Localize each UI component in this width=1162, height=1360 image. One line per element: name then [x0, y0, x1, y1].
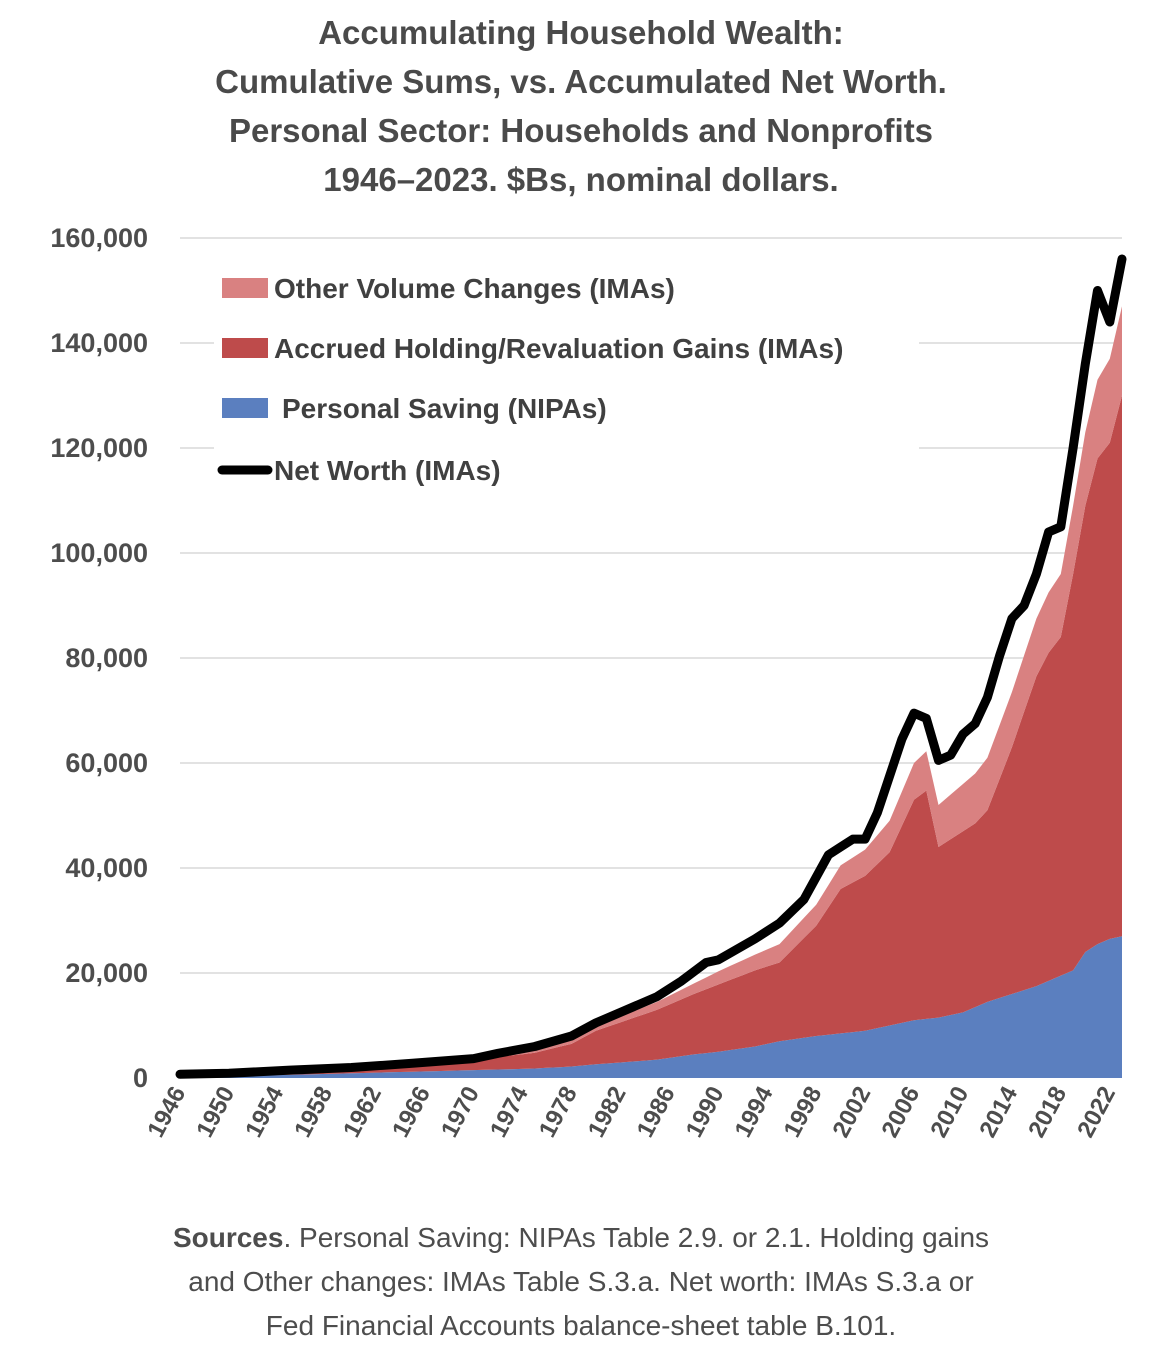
y-tick-label: 160,000	[50, 223, 148, 253]
y-tick-label: 80,000	[65, 643, 148, 673]
personal-saving-area	[180, 936, 1122, 1078]
x-tick-label: 2010	[925, 1082, 974, 1142]
x-tick-label: 2014	[974, 1082, 1023, 1142]
sources-label: Sources	[172, 1222, 284, 1253]
chart-title: Accumulating Household Wealth: Cumulativ…	[0, 8, 1162, 204]
y-axis: 160,000 140,000 120,000 100,000 80,000 60,000…	[50, 223, 148, 1093]
stacked-areas	[180, 306, 1122, 1078]
title-line-2: Cumulative Sums, vs. Accumulated Net Wor…	[215, 63, 947, 100]
title-line-3: Personal Sector: Households and Nonprofi…	[228, 112, 934, 149]
x-tick-label: 2022	[1072, 1082, 1121, 1142]
x-tick-label: 1982	[583, 1082, 632, 1142]
net-worth-line-group	[175, 254, 1127, 1079]
legend-net-worth-label: Net Worth (IMAs)	[274, 455, 501, 486]
legend-personal-saving-swatch	[222, 398, 268, 418]
sources-line-3: Fed Financial Accounts balance-sheet tab…	[265, 1310, 897, 1341]
y-tick-label: 140,000	[50, 328, 148, 358]
x-tick-label: 1954	[240, 1082, 289, 1142]
legend: Other Volume Changes (IMAs) Accrued Holdi…	[214, 260, 919, 500]
wealth-area-chart: 160,000 140,000 120,000 100,000 80,000 60,000…	[50, 223, 1127, 1142]
x-tick-label: 1966	[387, 1082, 436, 1142]
x-tick-label: 1994	[730, 1082, 779, 1142]
legend-background	[214, 260, 919, 500]
legend-other-volume-changes-label: Other Volume Changes (IMAs)	[274, 273, 675, 304]
holding-gains-area	[180, 395, 1122, 1077]
sources-line-1: . Personal Saving: NIPAs Table 2.9. or 2…	[283, 1222, 990, 1253]
x-tick-label: 1958	[289, 1082, 338, 1142]
net-worth-line	[175, 254, 1127, 1079]
x-tick-label: 2018	[1023, 1082, 1072, 1142]
x-tick-label: 2002	[827, 1082, 876, 1142]
x-tick-label: 1978	[534, 1082, 583, 1142]
y-tick-label: 60,000	[65, 748, 148, 778]
x-tick-label: 1970	[436, 1082, 485, 1142]
x-tick-label: 1998	[779, 1082, 828, 1142]
y-tick-label: 120,000	[50, 433, 148, 463]
sources-note: Sources. Personal Saving: NIPAs Table 2.…	[0, 1216, 1162, 1348]
x-tick-label: 1962	[338, 1082, 387, 1142]
x-axis: 1946 1950 1954 1958 1962 1966 1970 1974 1978 1982…	[142, 1082, 1121, 1142]
x-tick-label: 1950	[191, 1082, 240, 1142]
y-tick-label: 0	[133, 1063, 148, 1093]
title-line-1: Accumulating Household Wealth:	[318, 14, 844, 51]
title-line-4: 1946–2023. $Bs, nominal dollars.	[323, 161, 839, 198]
sources-line-2: and Other changes: IMAs Table S.3.a. Net…	[188, 1266, 974, 1297]
legend-other-volume-changes-swatch	[222, 278, 268, 298]
x-tick-label: 1974	[485, 1082, 534, 1142]
legend-holding-gains-swatch	[222, 338, 268, 358]
y-tick-label: 40,000	[65, 853, 148, 883]
y-tick-label: 100,000	[50, 538, 148, 568]
x-tick-label: 1946	[142, 1082, 191, 1142]
legend-holding-gains-label: Accrued Holding/Revaluation Gains (IMAs)	[274, 333, 843, 364]
x-tick-label: 1990	[681, 1082, 730, 1142]
y-tick-label: 20,000	[65, 958, 148, 988]
legend-personal-saving-label: Personal Saving (NIPAs)	[282, 393, 607, 424]
x-tick-label: 2006	[876, 1082, 925, 1142]
x-tick-label: 1986	[632, 1082, 681, 1142]
